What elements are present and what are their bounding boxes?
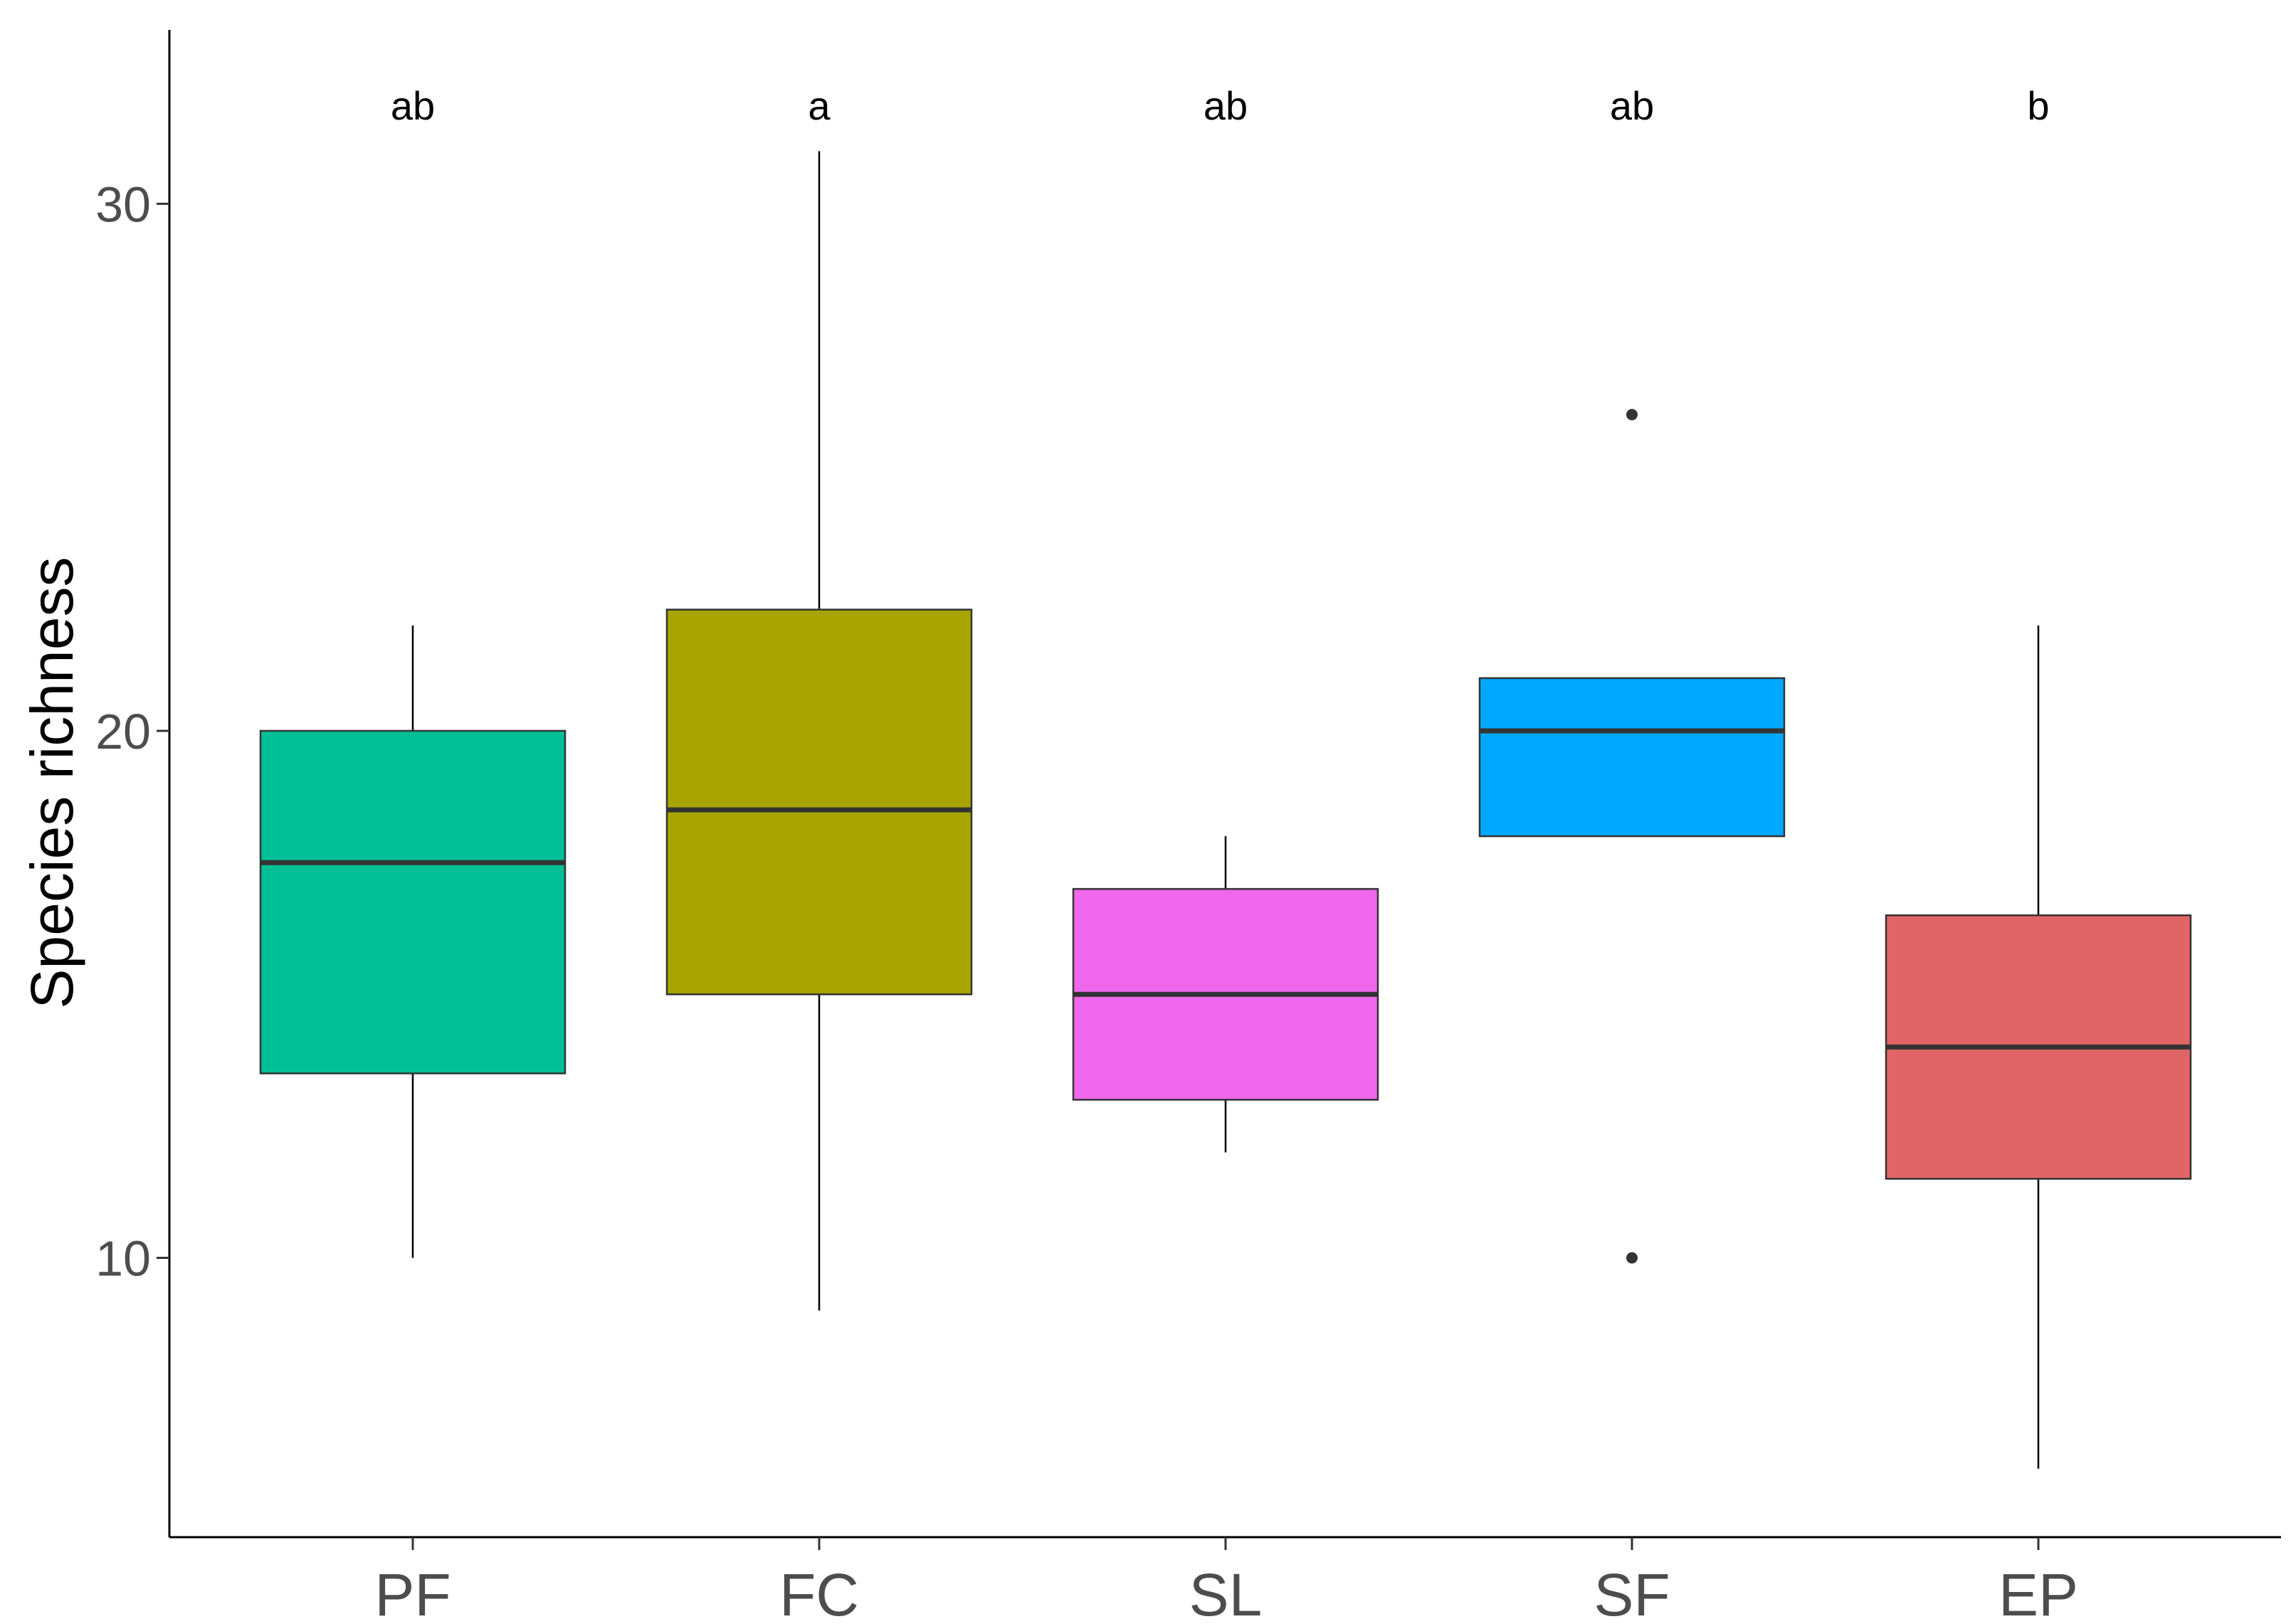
y-tick-label: 10: [95, 1231, 151, 1287]
significance-letter: ab: [1610, 83, 1654, 128]
outlier-point: [1626, 408, 1638, 421]
significance-letter: ab: [1204, 83, 1248, 128]
significance-letter: a: [808, 83, 831, 128]
y-axis-label: Species richness: [19, 557, 85, 1009]
y-tick-label: 30: [95, 176, 151, 232]
x-tick-label: SL: [1189, 1561, 1263, 1620]
box-fc: [665, 608, 973, 996]
y-tick-label: 20: [95, 704, 151, 759]
box-pf: [259, 729, 567, 1075]
significance-letter: b: [2027, 83, 2049, 128]
outlier-point: [1626, 1252, 1638, 1264]
box-sf: [1478, 677, 1786, 838]
x-tick-label: PF: [374, 1561, 451, 1620]
x-tick-label: SF: [1594, 1561, 1670, 1620]
significance-letter: ab: [391, 83, 435, 128]
x-tick-label: EP: [1998, 1561, 2078, 1620]
x-tick-label: FC: [779, 1561, 859, 1620]
